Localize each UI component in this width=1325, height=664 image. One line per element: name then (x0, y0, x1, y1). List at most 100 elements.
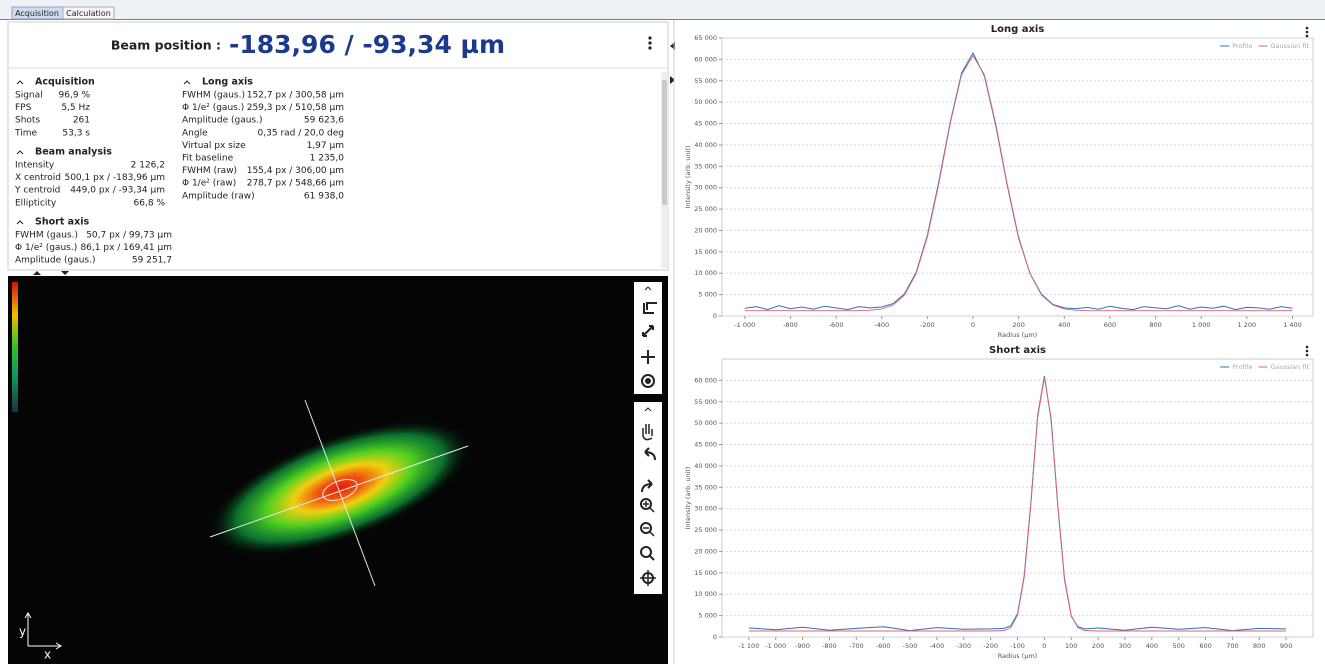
image-axis-y: y (19, 625, 26, 639)
x-tick-label: -700 (849, 642, 864, 650)
tab-label[interactable]: Acquisition (15, 9, 59, 18)
crosshair (209, 399, 469, 587)
splitter-arrows[interactable] (33, 271, 69, 275)
pan-icon[interactable] (642, 424, 653, 441)
section-title: Short axis (35, 217, 89, 228)
stat-value: 261 (73, 116, 90, 126)
legend-label: Gaussian fit (1270, 42, 1309, 50)
section-title: Acquisition (35, 77, 95, 88)
tab[interactable] (62, 6, 115, 20)
legend-label: Profile (1232, 42, 1252, 50)
crop-icon[interactable] (643, 302, 657, 314)
x-tick-label: -200 (983, 642, 998, 650)
x-tick-label: 800 (1253, 642, 1265, 650)
stat-value: 66,8 % (134, 198, 166, 208)
zoom-in-icon[interactable] (640, 498, 652, 510)
plot-area (721, 358, 1314, 638)
tab-label[interactable]: Calculation (66, 9, 111, 18)
y-tick-label: 30 000 (694, 184, 717, 192)
stat-label: Ellipticity (15, 198, 57, 208)
move-icon[interactable] (641, 350, 655, 364)
stat-label: Φ 1/e² (raw) (182, 179, 236, 189)
stat-label: FWHM (raw) (182, 166, 237, 176)
y-tick-label: 0 (713, 312, 717, 320)
x-tick-label: -600 (876, 642, 891, 650)
stat-value: 1,97 µm (307, 141, 344, 151)
stat-value: 278,7 px / 548,66 µm (247, 179, 344, 189)
x-tick-label: -600 (829, 321, 844, 329)
menu-button[interactable] (648, 36, 652, 50)
stat-label: Virtual px size (182, 141, 246, 151)
stat-label: Signal (15, 91, 43, 101)
y-tick-label: 40 000 (694, 462, 717, 470)
stat-label: FWHM (gaus.) (15, 231, 78, 241)
y-axis-label: Intensity (arb. unit) (684, 146, 692, 209)
y-tick-label: 10 000 (694, 590, 717, 598)
stat-value: 1 235,0 (310, 154, 345, 164)
x-tick-label: -1 000 (734, 321, 755, 329)
stat-label: Time (14, 128, 37, 138)
x-tick-label: 600 (1199, 642, 1211, 650)
chart-menu[interactable] (1305, 26, 1309, 357)
x-tick-label: 400 (1058, 321, 1070, 329)
section-toggle[interactable] (183, 80, 191, 85)
series-line (744, 54, 1293, 312)
y-tick-label: 50 000 (694, 419, 717, 427)
y-tick-label: 65 000 (694, 34, 717, 42)
zoom-out-icon[interactable] (640, 522, 652, 534)
y-tick-label: 60 000 (694, 376, 717, 384)
x-tick-label: 1 400 (1283, 321, 1302, 329)
stat-label: Amplitude (raw) (182, 191, 255, 201)
beam-spot (207, 419, 473, 557)
stat-label: Amplitude (gaus.) (182, 116, 263, 126)
x-tick-label: -400 (874, 321, 889, 329)
x-tick-label: 1 000 (1192, 321, 1211, 329)
stat-value: 2 126,2 (131, 161, 165, 171)
section-toggle[interactable] (16, 150, 24, 155)
beam-position-value: -183,96 / -93,34 µm (229, 30, 505, 59)
section-toggle[interactable] (16, 220, 24, 225)
target-icon[interactable] (641, 374, 655, 388)
x-tick-label: 200 (1092, 642, 1104, 650)
fit-icon[interactable] (642, 325, 654, 337)
y-tick-label: 15 000 (694, 569, 717, 577)
stat-value: 50,7 px / 99,73 µm (86, 231, 172, 241)
zoom-icon[interactable] (640, 546, 652, 558)
toolbar (634, 282, 662, 394)
y-tick-label: 45 000 (694, 120, 717, 128)
chart-title: Long axis (991, 24, 1045, 35)
stat-label: Fit baseline (182, 154, 234, 164)
toolbar-icons (640, 286, 657, 586)
x-tick-label: -800 (822, 642, 837, 650)
x-tick-label: -500 (903, 642, 918, 650)
x-tick-label: 600 (1104, 321, 1116, 329)
section-toggle[interactable] (16, 80, 24, 85)
stat-label: Intensity (15, 161, 55, 171)
undo-icon[interactable] (644, 447, 656, 461)
colorbar (12, 282, 18, 412)
legend-label: Gaussian fit (1270, 363, 1309, 371)
stat-label: Φ 1/e² (gaus.) (15, 243, 77, 253)
y-tick-label: 20 000 (694, 226, 717, 234)
stat-label: Y centroid (14, 186, 60, 196)
x-tick-label: -300 (956, 642, 971, 650)
beam-position-label: Beam position : (111, 38, 221, 53)
tab-bar (0, 0, 1325, 20)
stat-label: Amplitude (gaus.) (15, 256, 96, 266)
series-line (748, 377, 1287, 632)
stat-value: 61 938,0 (304, 191, 344, 201)
section-title: Long axis (202, 77, 253, 88)
x-tick-label: 0 (1042, 642, 1046, 650)
scroll-thumb[interactable] (662, 80, 667, 205)
x-tick-label: -1 100 (738, 642, 759, 650)
y-tick-label: 45 000 (694, 441, 717, 449)
y-tick-label: 55 000 (694, 398, 717, 406)
legend-label: Profile (1232, 363, 1252, 371)
redo-icon[interactable] (641, 479, 653, 493)
stat-value: 0,35 rad / 20,0 deg (258, 128, 344, 138)
image-axis-x: x (44, 648, 51, 662)
stat-label: Shots (15, 116, 40, 126)
stat-label: X centroid (15, 173, 61, 183)
y-tick-label: 55 000 (694, 77, 717, 85)
